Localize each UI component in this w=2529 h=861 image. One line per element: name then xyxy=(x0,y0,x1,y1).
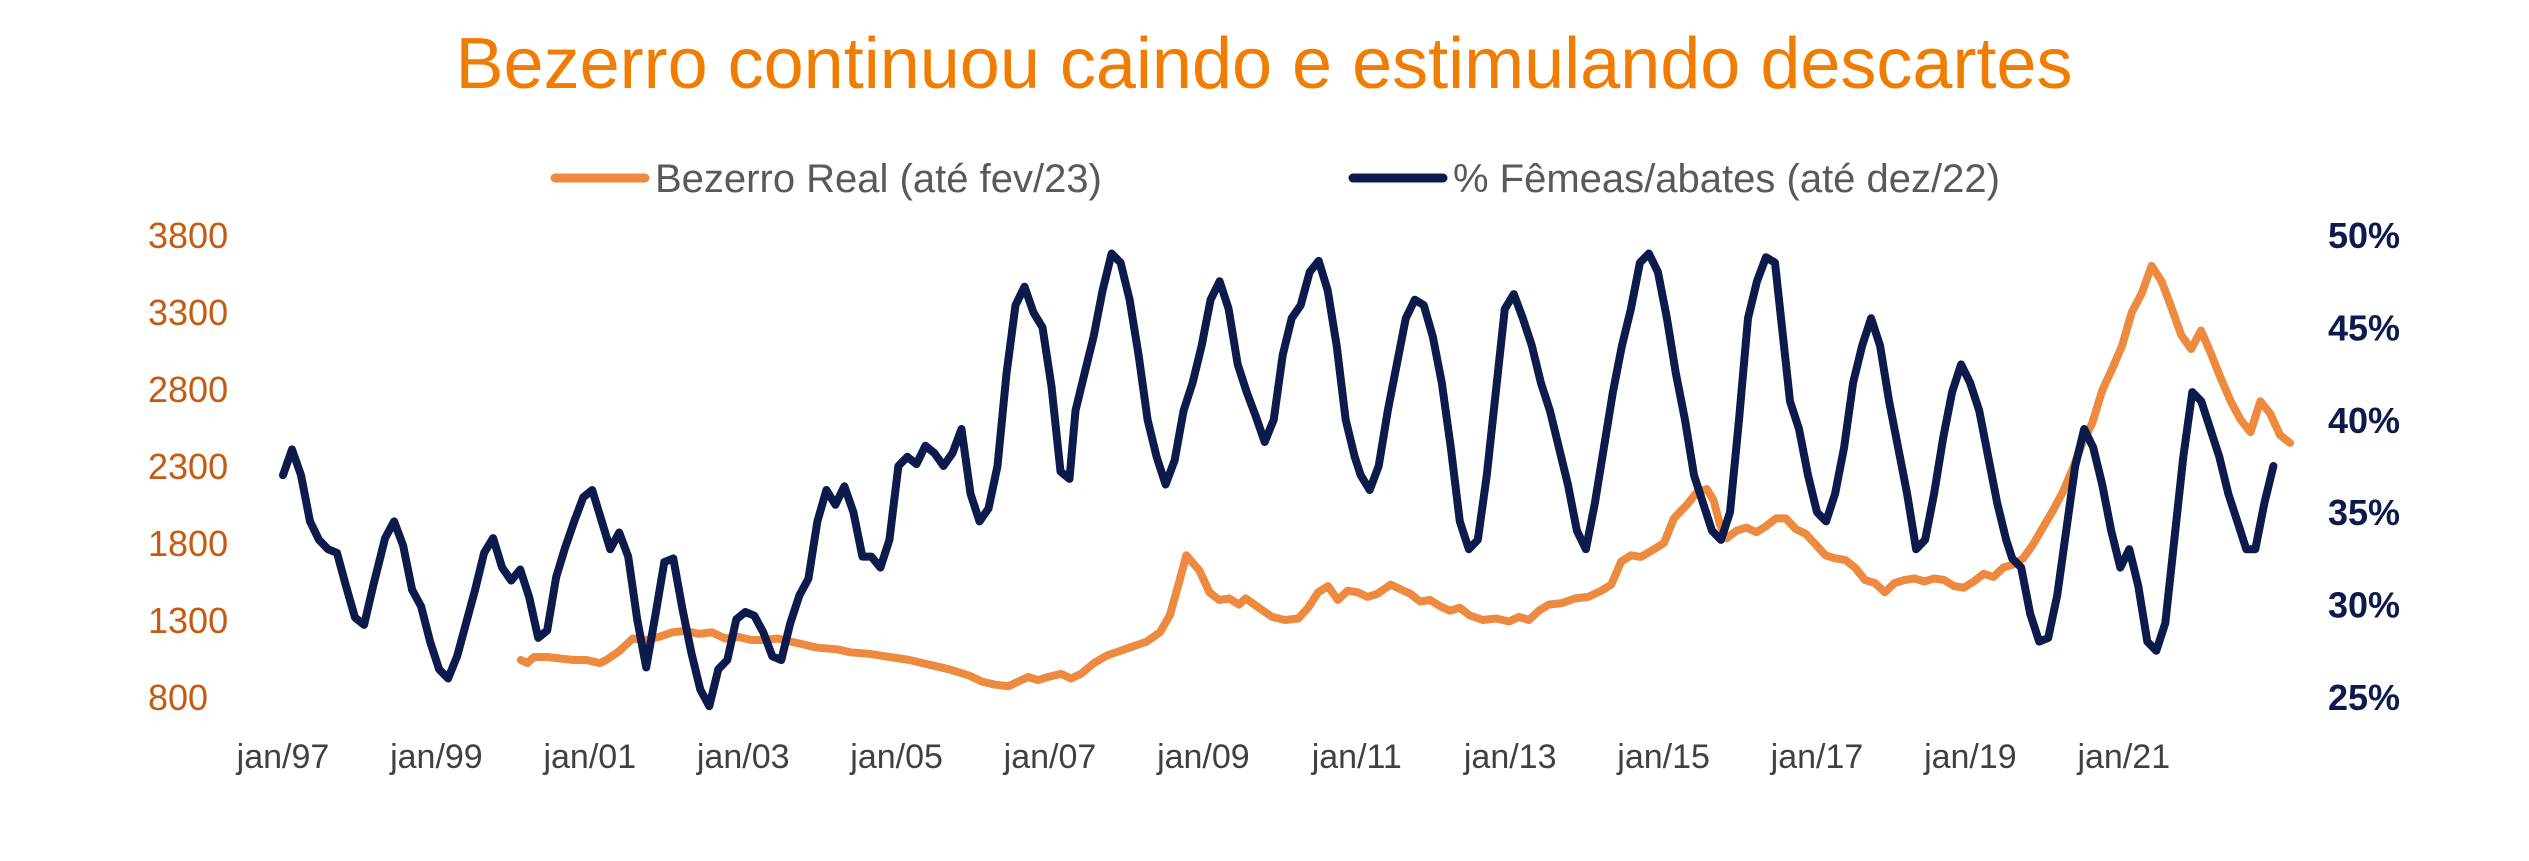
x-tick-label: jan/19 xyxy=(1923,738,2017,776)
y-right-tick-label: 35% xyxy=(2328,492,2400,533)
x-tick-label: jan/97 xyxy=(236,738,330,776)
legend: Bezerro Real (até fev/23) % Fêmeas/abate… xyxy=(550,157,2000,201)
series-layer xyxy=(279,249,2294,711)
y-right-tick-label: 50% xyxy=(2328,215,2400,256)
x-tick-label: jan/21 xyxy=(2076,738,2170,776)
x-tick-label: jan/07 xyxy=(1003,738,1097,776)
series-line-bezerro xyxy=(516,261,2294,691)
y-right-tick-label: 30% xyxy=(2328,585,2400,626)
y-left-tick-label: 3300 xyxy=(148,292,228,333)
x-axis: jan/97 jan/99 jan/01 jan/03 jan/05 jan/07 jan/… xyxy=(236,738,2170,776)
legend-label-bezerro: Bezerro Real (até fev/23) xyxy=(655,157,1102,201)
y-right-tick-label: 25% xyxy=(2328,677,2400,718)
x-tick-label: jan/05 xyxy=(849,738,943,776)
y-right-tick-label: 40% xyxy=(2328,400,2400,441)
y-left-tick-label: 1800 xyxy=(148,523,228,564)
x-tick-label: jan/15 xyxy=(1616,738,1710,776)
x-tick-label: jan/09 xyxy=(1156,738,1250,776)
x-tick-label: jan/01 xyxy=(542,738,636,776)
x-tick-label: jan/11 xyxy=(1311,738,1402,776)
y-left-tick-label: 2800 xyxy=(148,369,228,410)
y-left-tick-label: 3800 xyxy=(148,215,228,256)
y-axis-right: 25% 30% 35% 40% 45% 50% xyxy=(2328,215,2400,718)
x-tick-label: jan/17 xyxy=(1770,738,1864,776)
y-left-tick-label: 2300 xyxy=(148,446,228,487)
y-axis-left: 800 1300 1800 2300 2800 3300 3800 xyxy=(148,215,228,718)
x-tick-label: jan/99 xyxy=(389,738,483,776)
chart-title: Bezerro continuou caindo e estimulando d… xyxy=(456,24,2073,104)
y-right-tick-label: 45% xyxy=(2328,307,2400,348)
y-left-tick-label: 1300 xyxy=(148,600,228,641)
x-tick-label: jan/13 xyxy=(1463,738,1557,776)
legend-label-femeas: % Fêmeas/abates (até dez/22) xyxy=(1453,157,2000,201)
y-left-tick-label: 800 xyxy=(148,677,208,718)
series-line-femeas xyxy=(279,249,2278,711)
x-tick-label: jan/03 xyxy=(696,738,790,776)
